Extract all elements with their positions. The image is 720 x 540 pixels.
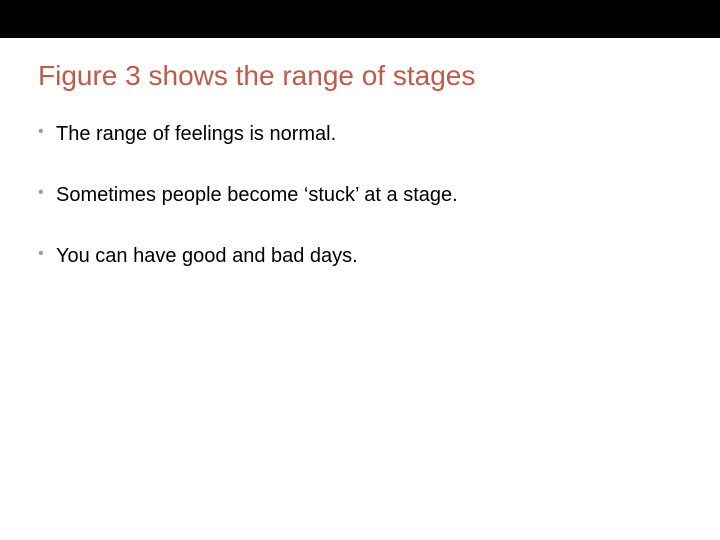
top-bar [0,0,720,38]
bullet-list: The range of feelings is normal. Sometim… [38,122,682,269]
bullet-text: Sometimes people become ‘stuck’ at a sta… [56,184,458,206]
slide-body: Figure 3 shows the range of stages The r… [0,38,720,269]
bullet-text: The range of feelings is normal. [56,123,336,145]
bullet-text: You can have good and bad days. [56,245,358,267]
list-item: The range of feelings is normal. [38,122,682,147]
slide-title: Figure 3 shows the range of stages [38,38,682,122]
list-item: Sometimes people become ‘stuck’ at a sta… [38,183,682,208]
list-item: You can have good and bad days. [38,244,682,269]
